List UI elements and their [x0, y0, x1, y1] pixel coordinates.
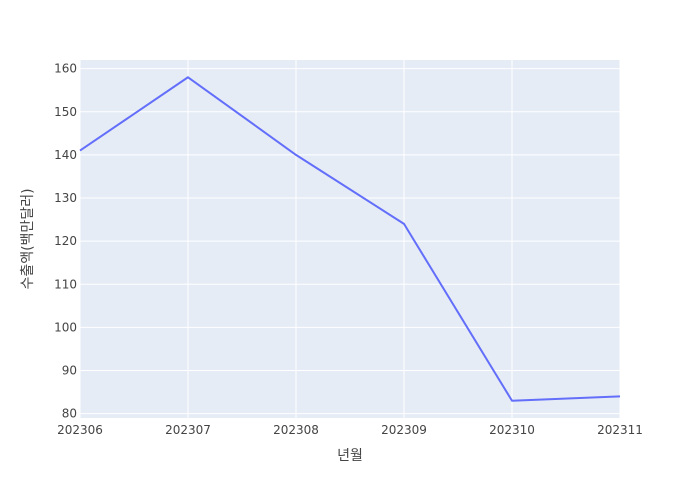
series-line: [79, 76, 621, 402]
y-tick-label: 80: [62, 407, 77, 421]
y-tick-label: 100: [54, 320, 77, 334]
x-tick-label: 202309: [381, 423, 427, 437]
y-tick-label: 160: [54, 62, 77, 76]
x-tick-label: 202306: [57, 423, 103, 437]
x-axis-title: 년월: [337, 448, 363, 464]
y-tick-label: 110: [54, 277, 77, 291]
y-axis-title: 수출액(백만달러): [20, 188, 36, 289]
x-tick-label: 202307: [165, 423, 211, 437]
y-tick-label: 150: [54, 105, 77, 119]
y-tick-label: 90: [62, 364, 77, 378]
series-layer: [79, 76, 621, 402]
y-axis-ticks: 80 90 100 110 120 130 140 150 160: [54, 62, 77, 421]
x-tick-label: 202310: [489, 423, 535, 437]
x-tick-label: 202308: [273, 423, 319, 437]
x-tick-label: 202311: [597, 423, 643, 437]
y-tick-label: 130: [54, 191, 77, 205]
y-tick-label: 120: [54, 234, 77, 248]
x-axis-ticks: 202306 202307 202308 202309 202310 202311: [57, 423, 643, 437]
plot-area: [80, 60, 620, 418]
gridlines: [79, 60, 621, 418]
y-tick-label: 140: [54, 148, 77, 162]
